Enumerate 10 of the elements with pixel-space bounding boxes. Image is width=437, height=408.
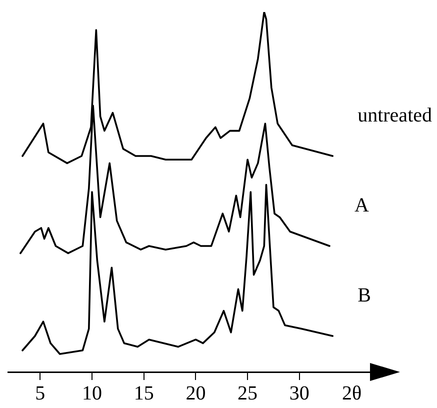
series-label: A bbox=[354, 194, 370, 216]
x-tick-label: 10 bbox=[82, 382, 102, 404]
series-label: untreated bbox=[358, 104, 432, 126]
x-axis-title: 2θ bbox=[342, 382, 362, 404]
series-label: B bbox=[358, 284, 371, 306]
x-tick-label: 5 bbox=[35, 382, 46, 404]
x-tick-label: 25 bbox=[238, 382, 258, 404]
x-tick-label: 30 bbox=[289, 382, 310, 404]
x-tick-label: 20 bbox=[186, 382, 206, 404]
x-tick-label: 15 bbox=[134, 382, 154, 404]
